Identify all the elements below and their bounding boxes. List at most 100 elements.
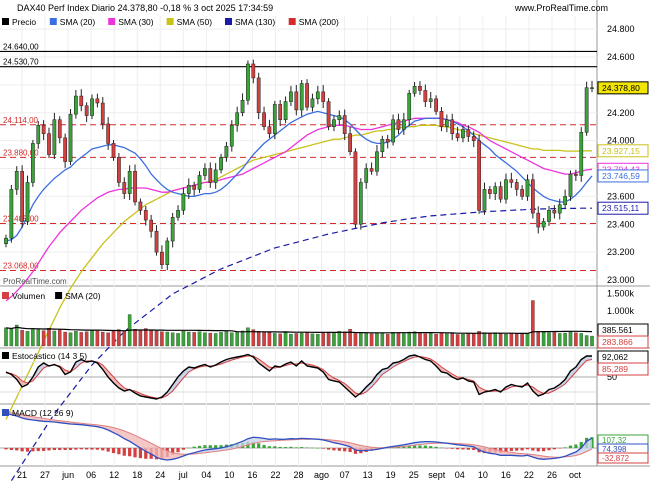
- candle-body[interactable]: [299, 83, 304, 111]
- macd-histogram-bar[interactable]: [520, 448, 524, 451]
- volume-bar[interactable]: [380, 332, 385, 347]
- volume-bar[interactable]: [95, 330, 100, 347]
- candle-body[interactable]: [154, 230, 159, 253]
- macd-histogram-bar[interactable]: [563, 447, 567, 448]
- volume-bar[interactable]: [385, 333, 390, 347]
- volume-bar[interactable]: [461, 333, 465, 347]
- candle-body[interactable]: [444, 119, 449, 127]
- price-panel[interactable]: 24.640,0024.530,7024.114,0023.880,0023.4…: [0, 42, 597, 483]
- candle-body[interactable]: [262, 112, 266, 127]
- candle-body[interactable]: [246, 63, 250, 101]
- macd-histogram-bar[interactable]: [552, 448, 556, 450]
- volume-bar[interactable]: [262, 331, 266, 347]
- candle-body[interactable]: [315, 91, 320, 100]
- macd-histogram-bar[interactable]: [423, 445, 427, 448]
- candle-body[interactable]: [176, 210, 180, 218]
- volume-bar[interactable]: [273, 333, 277, 347]
- volume-bar[interactable]: [568, 331, 573, 347]
- volume-bar[interactable]: [133, 329, 137, 347]
- volume-bar[interactable]: [471, 333, 476, 347]
- candle-body[interactable]: [74, 95, 78, 115]
- volume-bar[interactable]: [4, 327, 8, 347]
- macd-histogram-bar[interactable]: [300, 447, 304, 448]
- candle-body[interactable]: [278, 104, 283, 120]
- volume-bar[interactable]: [504, 333, 508, 347]
- volume-bar[interactable]: [90, 330, 94, 347]
- volume-bar[interactable]: [466, 333, 471, 347]
- volume-bar[interactable]: [230, 332, 234, 347]
- volume-bar[interactable]: [213, 333, 218, 347]
- candle-body[interactable]: [434, 98, 438, 112]
- candle-body[interactable]: [353, 151, 358, 225]
- candle-body[interactable]: [536, 212, 541, 228]
- candle-body[interactable]: [165, 240, 170, 265]
- candle-body[interactable]: [439, 111, 444, 127]
- volume-bar[interactable]: [176, 333, 180, 347]
- macd-histogram-bar[interactable]: [445, 448, 449, 449]
- candle-body[interactable]: [428, 98, 433, 102]
- macd-histogram-bar[interactable]: [278, 446, 282, 448]
- macd-histogram-bar[interactable]: [47, 448, 51, 451]
- macd-histogram-bar[interactable]: [343, 448, 347, 452]
- candle-body[interactable]: [117, 157, 121, 183]
- macd-histogram-bar[interactable]: [515, 448, 519, 451]
- volume-bar[interactable]: [348, 329, 352, 347]
- candle-body[interactable]: [14, 171, 19, 190]
- candle-body[interactable]: [229, 125, 234, 147]
- candle-body[interactable]: [321, 91, 326, 102]
- macd-histogram-bar[interactable]: [531, 448, 535, 451]
- macd-histogram-bar[interactable]: [579, 442, 583, 448]
- macd-histogram-bar[interactable]: [122, 448, 126, 456]
- volume-bar[interactable]: [584, 335, 589, 347]
- candle-body[interactable]: [342, 115, 347, 134]
- macd-histogram-bar[interactable]: [353, 448, 358, 454]
- candle-body[interactable]: [192, 184, 197, 190]
- macd-histogram-bar[interactable]: [31, 448, 35, 452]
- volume-bar[interactable]: [541, 331, 546, 347]
- volume-bar[interactable]: [283, 332, 288, 347]
- macd-histogram-bar[interactable]: [267, 446, 272, 448]
- macd-histogram-bar[interactable]: [412, 445, 417, 448]
- volume-bar[interactable]: [579, 333, 584, 347]
- candle-body[interactable]: [4, 237, 8, 245]
- volume-bar[interactable]: [552, 332, 557, 347]
- macd-histogram-bar[interactable]: [25, 448, 30, 452]
- candle-body[interactable]: [267, 126, 272, 134]
- volume-bar[interactable]: [117, 329, 121, 347]
- macd-histogram-bar[interactable]: [574, 444, 578, 448]
- volume-bar[interactable]: [122, 330, 127, 347]
- volume-bar[interactable]: [36, 329, 41, 347]
- macd-histogram-bar[interactable]: [214, 445, 218, 448]
- volume-bar[interactable]: [488, 333, 492, 347]
- candle-body[interactable]: [272, 104, 277, 134]
- candle-body[interactable]: [57, 119, 62, 139]
- volume-bar[interactable]: [412, 331, 417, 347]
- volume-bar[interactable]: [165, 331, 170, 347]
- candle-body[interactable]: [127, 171, 132, 194]
- macd-histogram-bar[interactable]: [262, 444, 266, 448]
- candle-body[interactable]: [396, 119, 401, 130]
- macd-histogram-bar[interactable]: [472, 448, 476, 450]
- candle-body[interactable]: [407, 93, 412, 120]
- candle-body[interactable]: [219, 157, 223, 171]
- volume-bar[interactable]: [20, 330, 24, 347]
- macd-histogram-bar[interactable]: [251, 441, 255, 448]
- macd-histogram-bar[interactable]: [208, 445, 212, 448]
- candle-body[interactable]: [557, 204, 562, 214]
- candle-body[interactable]: [240, 99, 245, 114]
- macd-histogram-bar[interactable]: [90, 448, 94, 450]
- candle-body[interactable]: [305, 83, 309, 108]
- candle-body[interactable]: [133, 171, 137, 203]
- macd-histogram-bar[interactable]: [542, 448, 546, 452]
- macd-histogram-bar[interactable]: [187, 447, 191, 449]
- macd-histogram-bar[interactable]: [20, 448, 24, 452]
- macd-histogram-bar[interactable]: [504, 448, 508, 452]
- candle-body[interactable]: [337, 115, 342, 120]
- volume-bar[interactable]: [391, 332, 395, 347]
- volume-bar[interactable]: [514, 333, 519, 347]
- volume-bar[interactable]: [455, 334, 460, 347]
- macd-histogram-bar[interactable]: [203, 445, 207, 448]
- macd-histogram-bar[interactable]: [316, 448, 320, 449]
- volume-bar[interactable]: [267, 332, 272, 347]
- macd-histogram-bar[interactable]: [85, 448, 89, 450]
